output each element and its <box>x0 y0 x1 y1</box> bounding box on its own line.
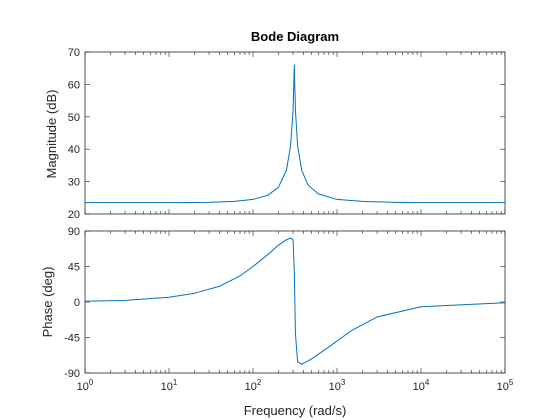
magnitude-ytick-label: 50 <box>68 112 80 124</box>
xtick-label: 103 <box>329 378 346 393</box>
xtick-label: 101 <box>161 378 178 393</box>
magnitude-ytick-label: 60 <box>68 79 80 91</box>
phase-ytick-label: 45 <box>68 262 80 274</box>
xtick-label: 104 <box>413 378 430 393</box>
magnitude-ytick-label: 30 <box>68 177 80 189</box>
phase-ytick-label: -90 <box>64 368 80 380</box>
magnitude-ylabel: Magnitude (dB) <box>44 90 59 179</box>
magnitude-ytick-label: 20 <box>68 209 80 221</box>
phase-series-line <box>84 237 506 365</box>
chart-title: Bode Diagram <box>251 29 339 44</box>
xtick-label: 105 <box>497 378 514 393</box>
phase-ytick-label: -45 <box>64 333 80 345</box>
magnitude-axes: 20 30 40 50 60 70 <box>68 47 506 221</box>
frequency-xlabel: Frequency (rad/s) <box>244 403 347 418</box>
xtick-label: 102 <box>245 378 262 393</box>
xtick-label: 100 <box>77 378 94 393</box>
magnitude-ytick-label: 40 <box>68 144 80 156</box>
phase-ylabel: Phase (deg) <box>40 267 55 338</box>
phase-ytick-label: 0 <box>74 297 80 309</box>
magnitude-ytick-label: 70 <box>68 47 80 59</box>
phase-axes: -90 -45 0 45 90 100 101 102 103 104 105 <box>64 226 514 393</box>
magnitude-series-line <box>85 64 505 204</box>
phase-ytick-label: 90 <box>68 226 80 238</box>
